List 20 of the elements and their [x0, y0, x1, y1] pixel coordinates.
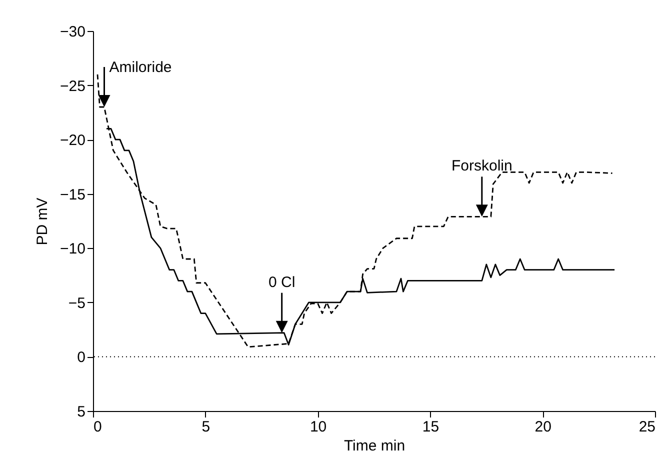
y-tick-label: −10 — [60, 240, 86, 258]
x-tick-label: 25 — [638, 418, 656, 436]
x-tick-label: 5 — [202, 418, 210, 436]
y-tick-label: −25 — [60, 78, 86, 95]
y-tick-label: −5 — [68, 294, 86, 312]
x-tick-label: 20 — [534, 418, 552, 436]
y-tick-label: 5 — [77, 404, 86, 420]
line-series — [96, 74, 613, 348]
annotation: 0 Cl — [268, 274, 296, 291]
x-tick-label: 10 — [310, 418, 327, 436]
x-tick-label: 0 — [94, 418, 102, 436]
y-axis-title: PD mV — [34, 198, 52, 246]
y-tick-label: −20 — [60, 132, 86, 150]
annotation: Forskolin — [451, 158, 512, 175]
y-tick-label: −15 — [60, 186, 86, 204]
y-tick-label: −30 — [60, 24, 86, 40]
x-tick-label: 15 — [422, 418, 440, 436]
annotation: Amiloride — [109, 59, 172, 76]
y-tick-label: 0 — [77, 349, 86, 366]
x-axis-title: Time min — [344, 438, 406, 454]
